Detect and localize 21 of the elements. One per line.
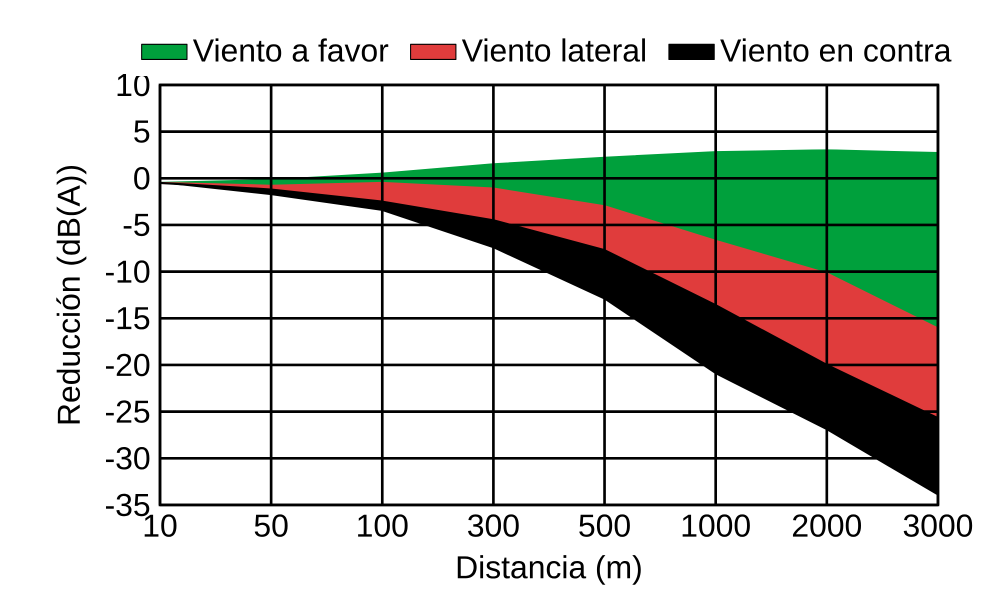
y-tick-label: -10	[106, 260, 150, 283]
y-tick-label: -5	[124, 214, 150, 236]
y-tick-label: -30	[106, 447, 150, 470]
x-tick-label: 50	[254, 514, 288, 537]
x-tick-label: 3000	[904, 514, 972, 537]
y-tick-label: -15	[106, 307, 150, 330]
y-axis-title: Reducción (dB(A))	[56, 166, 86, 424]
y-tick-label: -35	[106, 494, 150, 516]
legend-label: Viento a favor	[192, 38, 388, 62]
y-tick-label: -20	[106, 354, 150, 376]
y-tick-label: 0	[134, 167, 150, 190]
x-tick-label: 300	[468, 514, 519, 537]
legend-label: Viento en contra	[720, 38, 952, 62]
y-tick-label: 5	[134, 120, 150, 143]
x-tick-label: 500	[579, 514, 630, 537]
x-tick-label: 2000	[792, 514, 862, 537]
legend-label: Viento lateral	[462, 38, 645, 62]
y-tick-label: -25	[106, 400, 150, 423]
x-tick-label: 100	[358, 514, 408, 537]
x-tick-label: 1000	[682, 514, 750, 537]
x-axis-title: Distancia (m)	[458, 555, 641, 585]
